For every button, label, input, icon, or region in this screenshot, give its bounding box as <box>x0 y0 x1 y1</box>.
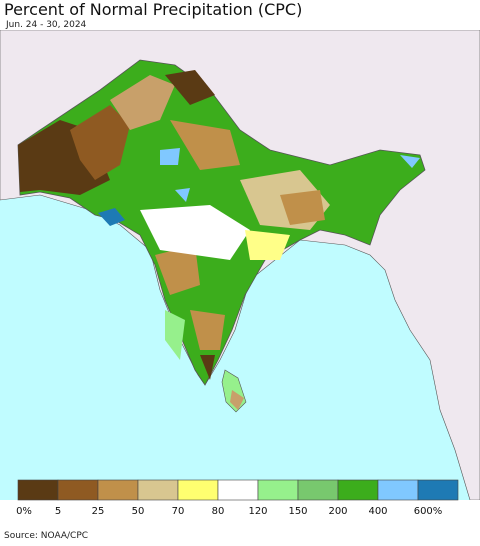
legend-label: 70 <box>172 506 185 517</box>
dry-area <box>165 70 215 105</box>
dry-area <box>200 355 215 380</box>
legend-label: 400 <box>368 506 387 517</box>
legend-swatch <box>177 479 219 501</box>
very-wet-area <box>98 208 125 226</box>
legend-label: 200 <box>328 506 347 517</box>
legend-label: 80 <box>212 506 225 517</box>
legend-label: 0% <box>16 506 32 517</box>
legend: 0% 5 25 50 70 80 120 150 200 400 600% <box>16 479 459 517</box>
legend-label: 150 <box>288 506 307 517</box>
dry-area <box>230 390 244 410</box>
legend-swatch <box>257 479 299 501</box>
dry-area <box>70 105 130 180</box>
legend-swatch <box>337 479 379 501</box>
legend-label: 600% <box>414 506 443 517</box>
normal-area <box>245 230 290 260</box>
legend-label: 5 <box>55 506 61 517</box>
legend-label: 25 <box>92 506 105 517</box>
legend-swatch <box>137 479 179 501</box>
very-wet-area <box>175 188 190 202</box>
legend-swatch <box>17 479 59 501</box>
legend-label: 50 <box>132 506 145 517</box>
legend-label: 120 <box>248 506 267 517</box>
source: Source: NOAA/CPC <box>4 531 89 541</box>
wet-area <box>165 310 185 360</box>
map <box>0 30 480 500</box>
dry-area <box>190 310 225 350</box>
normal-area <box>140 205 250 260</box>
very-wet-area <box>400 155 420 168</box>
legend-swatch <box>217 479 259 501</box>
subtitle: Jun. 24 - 30, 2024 <box>6 20 87 30</box>
title: Percent of Normal Precipitation (CPC) <box>4 0 303 19</box>
legend-swatch <box>297 479 339 501</box>
legend-swatch <box>417 479 459 501</box>
very-wet-area <box>160 148 180 165</box>
legend-swatch <box>57 479 99 501</box>
dry-area <box>280 190 325 225</box>
legend-swatch <box>377 479 419 501</box>
dry-area <box>110 75 175 130</box>
dry-area <box>155 245 200 295</box>
dry-area <box>170 120 240 170</box>
legend-swatch <box>97 479 139 501</box>
